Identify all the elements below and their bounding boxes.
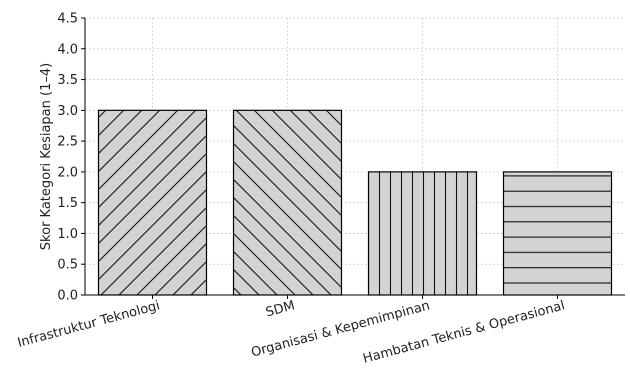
bar-2 bbox=[232, 109, 343, 296]
y-tick-label: 4.5 bbox=[57, 12, 78, 27]
x-category-label: SDM bbox=[264, 298, 296, 320]
y-tick-label: 4.0 bbox=[57, 42, 78, 57]
y-tick-label: 3.5 bbox=[57, 73, 78, 88]
x-category-label: Infrastruktur Teknologi bbox=[16, 298, 162, 350]
y-tick-label: 2.0 bbox=[57, 165, 78, 180]
y-axis-title: Skor Kategori Kesiapan (1–4) bbox=[39, 63, 54, 250]
bar-1 bbox=[97, 109, 208, 296]
y-tick-label: 0.5 bbox=[57, 258, 78, 273]
y-tick-label: 2.5 bbox=[57, 135, 78, 150]
axes bbox=[84, 18, 625, 296]
bar-4 bbox=[502, 171, 613, 296]
bars bbox=[97, 109, 613, 296]
bar-3 bbox=[367, 171, 478, 296]
y-tick-label: 1.5 bbox=[57, 196, 78, 211]
y-tick-labels: 0.0 0.5 1.0 1.5 2.0 2.5 3.0 3.5 4.0 4.5 bbox=[57, 12, 85, 304]
y-tick-label: 0.0 bbox=[57, 289, 78, 304]
y-tick-label: 1.0 bbox=[57, 227, 78, 242]
y-tick-label: 3.0 bbox=[57, 104, 78, 119]
